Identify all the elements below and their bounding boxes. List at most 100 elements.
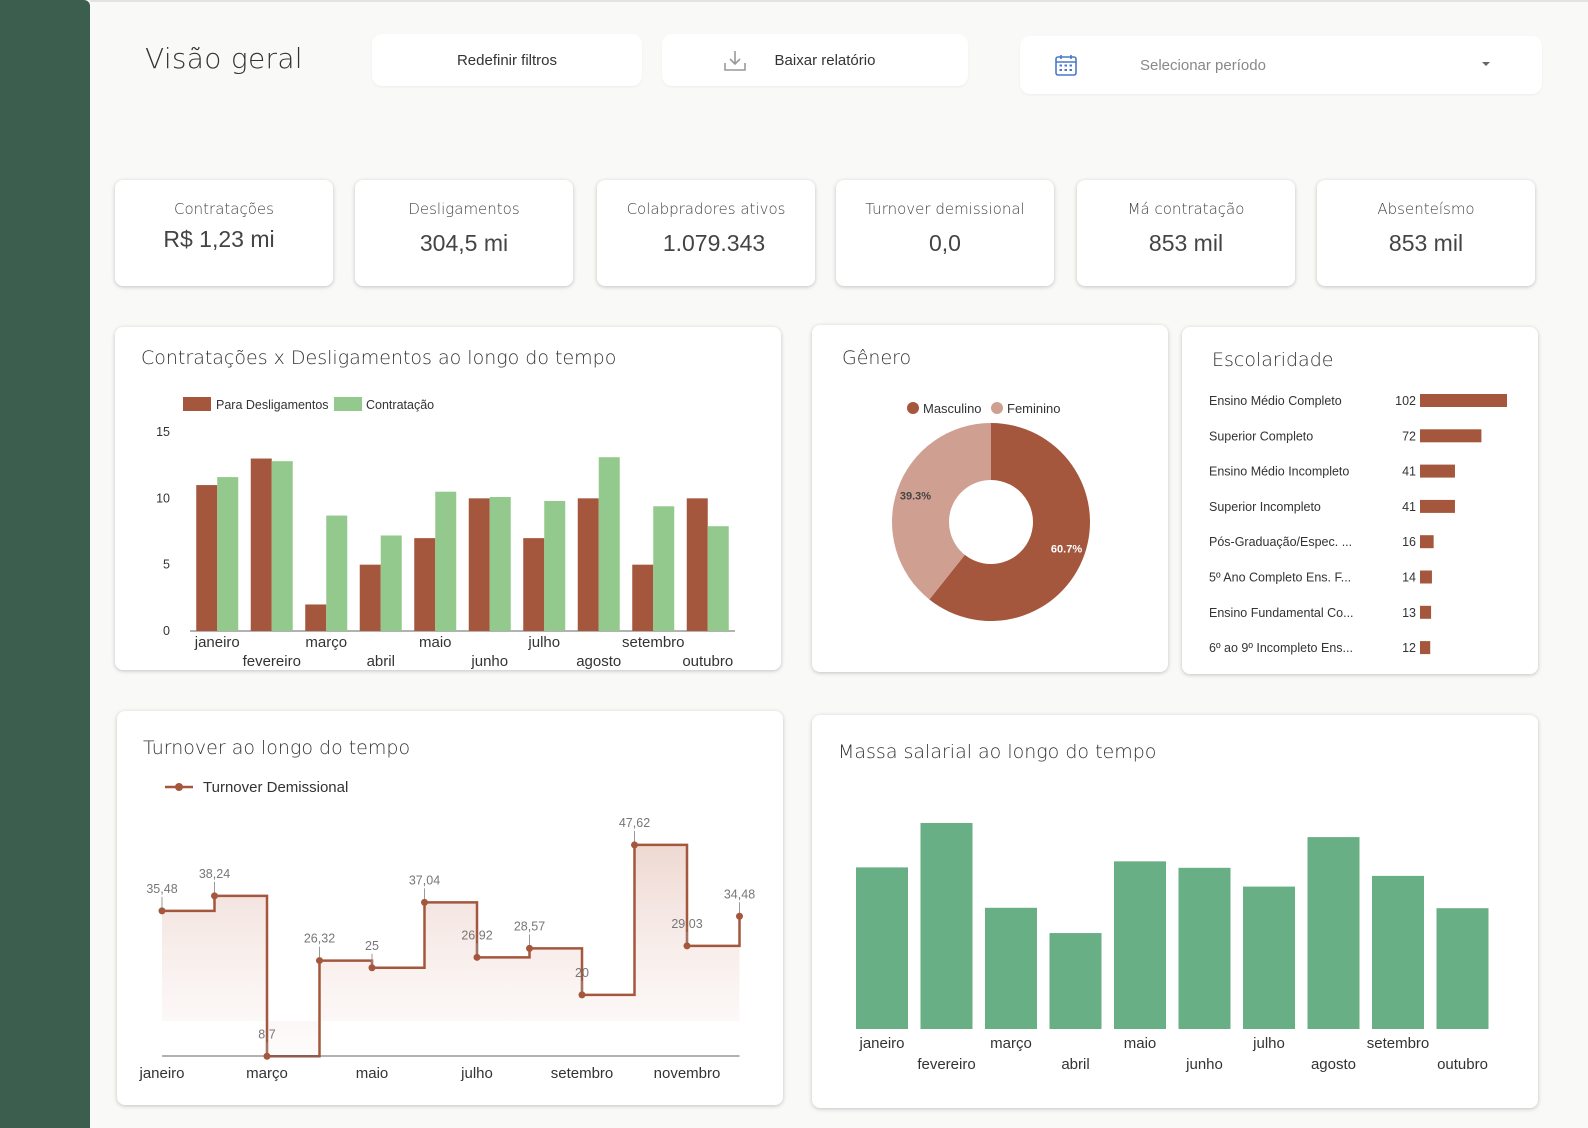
education-category-label: Pós-Graduação/Espec. ...	[1209, 535, 1352, 549]
turnover-area	[162, 844, 740, 1057]
bar-desligamentos	[523, 538, 545, 631]
x-tick-label: julho	[460, 1065, 493, 1082]
data-label: 34,48	[724, 887, 755, 901]
turnover-point	[631, 841, 638, 849]
education-bar	[1420, 429, 1482, 443]
x-tick-label: outubro	[682, 653, 733, 670]
hires-vs-terminations-chart: Para Desligamentos Contratação 0 5 10 15 janei…	[156, 397, 735, 670]
calendar-icon	[1055, 55, 1077, 76]
kpi-value: 0,0	[929, 230, 961, 256]
x-tick-label: março	[305, 634, 347, 651]
gender-donut-chart: Masculino Feminino 60.7% 39.3%	[892, 401, 1090, 621]
education-card: Escolaridade Ensino Médio Completo 102 Sup…	[1182, 327, 1538, 674]
bar-desligamentos	[359, 564, 381, 631]
x-tick-label: fevereiro	[243, 653, 301, 670]
payroll-bar	[1178, 867, 1231, 1029]
legend-label-turnover: Turnover Demissional	[203, 779, 348, 796]
payroll-bar	[1436, 908, 1489, 1029]
education-value-label: 41	[1402, 500, 1416, 514]
card-title: Massa salarial ao longo do tempo	[838, 741, 1157, 763]
x-tick-label: março	[246, 1065, 288, 1082]
bar-contratacao	[653, 506, 675, 631]
education-bar	[1420, 641, 1431, 655]
education-value-label: 102	[1395, 394, 1416, 408]
legend-label-desligamentos: Para Desligamentos	[216, 398, 329, 412]
x-tick-label: janeiro	[194, 634, 240, 651]
x-tick-label: agosto	[576, 653, 621, 670]
bar-contratacao	[380, 535, 402, 631]
kpi-value: R$ 1,23 mi	[163, 226, 275, 252]
education-value-label: 16	[1402, 535, 1416, 549]
hires-vs-terminations-card: Contratações x Desligamentos ao longo do…	[115, 327, 781, 670]
education-bar	[1420, 570, 1432, 584]
education-category-label: Ensino Médio Completo	[1209, 394, 1342, 408]
bar-contratacao	[489, 497, 511, 631]
turnover-point	[473, 953, 481, 961]
data-label: 38,24	[199, 867, 230, 881]
x-tick-label: março	[990, 1035, 1032, 1052]
turnover-point	[526, 944, 533, 952]
education-bar	[1420, 605, 1432, 619]
reset-filters-button[interactable]: Redefinir filtros	[372, 34, 642, 86]
kpi-label: Contratações	[174, 200, 274, 218]
x-tick-label: setembro	[551, 1065, 614, 1082]
education-category-label: 6º ao 9º Incompleto Ens...	[1209, 641, 1353, 655]
x-tick-label: outubro	[1437, 1056, 1488, 1073]
period-selector[interactable]: Selecionar período	[1020, 36, 1542, 94]
card-title: Turnover ao longo do tempo	[143, 737, 411, 759]
data-label: 25	[365, 939, 379, 953]
bar-contratacao	[326, 515, 348, 631]
bar-desligamentos	[305, 604, 327, 631]
data-label: 20	[575, 966, 589, 980]
x-tick-label: junho	[1185, 1056, 1223, 1073]
top-divider	[90, 0, 1588, 2]
data-label: 28,57	[514, 919, 545, 933]
legend-dot-feminino	[991, 402, 1003, 414]
turnover-card: Turnover ao longo do tempo Turnover Demi…	[117, 711, 783, 1105]
data-label: 35,48	[146, 882, 177, 896]
education-bar	[1420, 394, 1507, 407]
bar-desligamentos	[632, 564, 654, 631]
turnover-point	[211, 892, 218, 900]
x-tick-label: agosto	[1311, 1056, 1356, 1073]
x-tick-label: novembro	[654, 1065, 721, 1082]
education-bar	[1420, 464, 1455, 478]
bar-desligamentos	[414, 538, 436, 631]
x-tick-label: maio	[1124, 1035, 1157, 1052]
bar-contratacao	[544, 500, 566, 631]
kpi-card-desligamentos: Desligamentos 304,5 mi	[355, 180, 573, 286]
bar-desligamentos	[577, 498, 599, 631]
bar-desligamentos	[468, 498, 490, 631]
turnover-point	[421, 898, 428, 906]
bar-desligamentos	[250, 458, 272, 631]
education-value-label: 12	[1402, 641, 1416, 655]
turnover-point	[683, 942, 691, 950]
bar-contratacao	[707, 526, 729, 631]
education-value-label: 13	[1402, 606, 1416, 620]
payroll-bar	[985, 907, 1037, 1029]
download-icon	[724, 51, 746, 71]
education-category-label: Ensino Fundamental Co...	[1209, 606, 1354, 620]
bar-desligamentos	[686, 498, 708, 631]
x-tick-label: setembro	[1367, 1035, 1430, 1052]
education-bar-chart: Ensino Médio Completo 102 Superior Complet…	[1209, 394, 1507, 655]
turnover-point	[736, 912, 743, 920]
turnover-point	[316, 957, 323, 965]
chevron-down-icon	[1482, 62, 1490, 66]
kpi-value: 304,5 mi	[419, 230, 509, 256]
donut-value-label: 60.7%	[1051, 543, 1082, 555]
turnover-point	[578, 991, 586, 999]
data-label: 37,04	[409, 873, 440, 887]
x-tick-label: fevereiro	[917, 1056, 975, 1073]
kpi-label: Absenteísmo	[1377, 200, 1475, 218]
education-category-label: Superior Incompleto	[1209, 500, 1321, 514]
kpi-value: 1.079.343	[662, 230, 766, 256]
card-title: Contratações x Desligamentos ao longo do…	[141, 347, 617, 369]
download-report-button[interactable]: Baixar relatório	[662, 34, 968, 86]
education-value-label: 72	[1402, 429, 1416, 443]
payroll-bar	[1372, 875, 1424, 1029]
legend-swatch-desligamentos	[183, 397, 211, 411]
bar-contratacao	[271, 461, 293, 631]
turnover-point	[368, 964, 376, 972]
kpi-value: 853 mil	[1148, 230, 1224, 256]
